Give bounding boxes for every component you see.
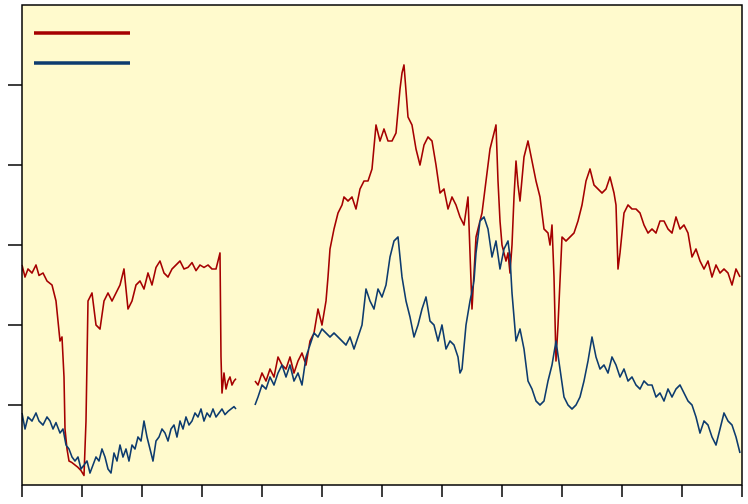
series-layer	[21, 64, 741, 477]
series-1-line-segment-2	[254, 64, 741, 386]
series-2-line-segment-1	[21, 405, 237, 474]
axes	[8, 4, 743, 497]
plot-area	[22, 5, 742, 485]
series-1-line-segment-1	[21, 252, 237, 477]
legend	[34, 31, 130, 65]
series-2-line-segment-2	[254, 216, 741, 454]
